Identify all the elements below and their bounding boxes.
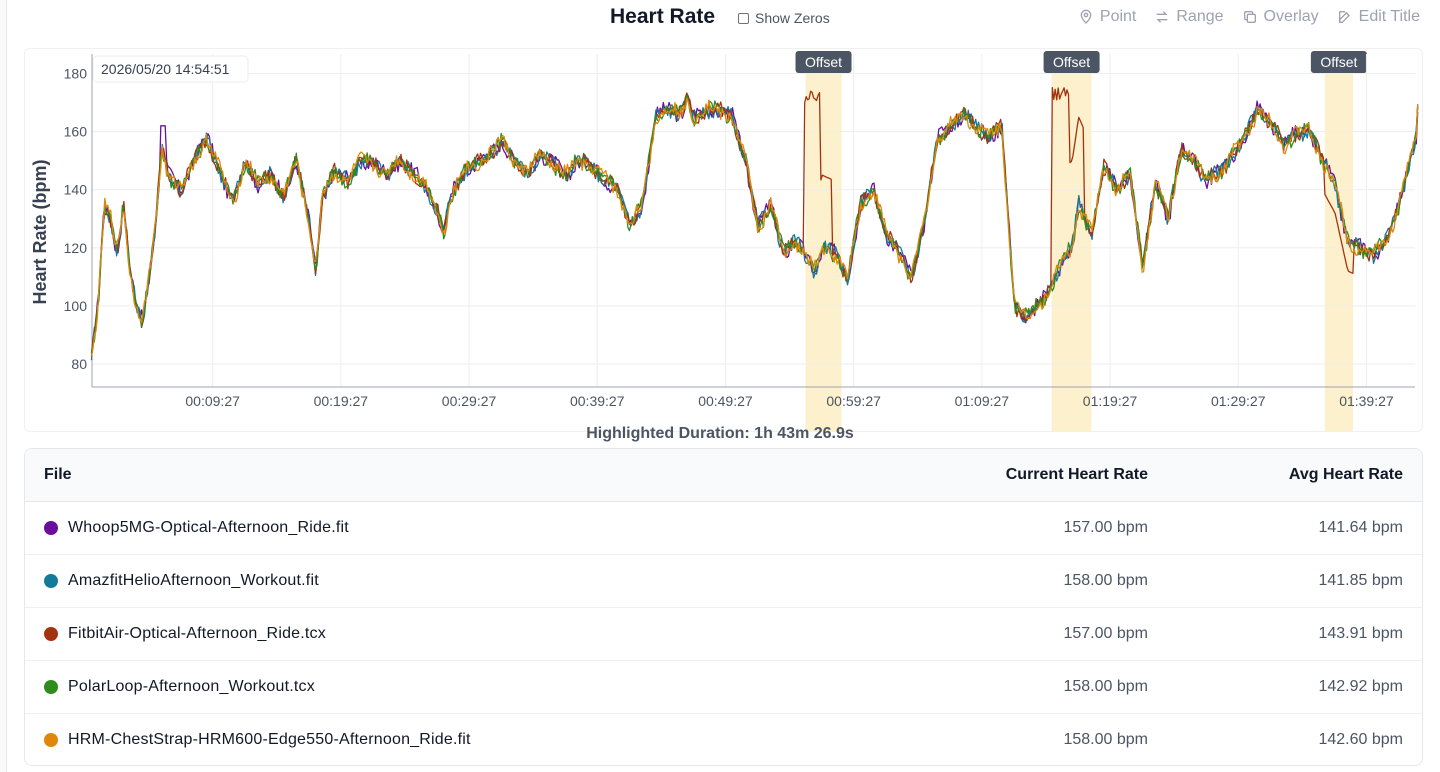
series-line — [90, 96, 1419, 354]
chart-toolbar: Point Range Overlay Edit Title — [1078, 8, 1420, 26]
avg-heart-rate: 141.85 bpm — [1318, 572, 1403, 589]
table-row[interactable]: HRM-ChestStrap-HRM600-Edge550-Afternoon_… — [25, 714, 1422, 765]
heart-rate-table: File Current Heart Rate Avg Heart Rate W… — [24, 448, 1423, 766]
arrows-exchange-icon — [1156, 11, 1168, 23]
y-tick-label: 80 — [71, 356, 87, 372]
table-header: File Current Heart Rate Avg Heart Rate — [25, 449, 1422, 502]
y-tick-label: 160 — [64, 124, 88, 140]
x-tick-label: 00:09:27 — [185, 393, 240, 409]
point-tool-button[interactable]: Point — [1078, 8, 1136, 26]
file-name: PolarLoop-Afternoon_Workout.tcx — [68, 678, 315, 695]
x-tick-label: 01:09:27 — [955, 393, 1010, 409]
table-row[interactable]: Whoop5MG-Optical-Afternoon_Ride.fit 157.… — [25, 502, 1422, 555]
series-color-dot — [44, 521, 58, 535]
x-tick-label: 00:49:27 — [698, 393, 753, 409]
table-row[interactable]: PolarLoop-Afternoon_Workout.tcx 158.00 b… — [25, 661, 1422, 714]
chart-title: Heart Rate — [610, 5, 716, 28]
avg-heart-rate: 143.91 bpm — [1318, 625, 1403, 642]
offset-badge-bg — [1043, 51, 1100, 73]
avg-heart-rate: 142.60 bpm — [1318, 731, 1403, 748]
x-tick-label: 01:29:27 — [1211, 393, 1266, 409]
file-name: FitbitAir-Optical-Afternoon_Ride.tcx — [68, 625, 326, 642]
series-line — [90, 86, 1419, 357]
series-line — [90, 92, 1419, 361]
offset-badge[interactable]: Offset — [1043, 51, 1100, 73]
x-tick-label: 00:39:27 — [570, 393, 625, 409]
offset-badge[interactable]: Offset — [1310, 51, 1367, 73]
file-name: AmazfitHelioAfternoon_Workout.fit — [68, 572, 319, 589]
avg-heart-rate: 142.92 bpm — [1318, 678, 1403, 695]
series-line — [90, 94, 1419, 357]
table-row[interactable]: FitbitAir-Optical-Afternoon_Ride.tcx 157… — [25, 608, 1422, 661]
point-tool-label: Point — [1099, 8, 1137, 25]
current-heart-rate: 158.00 bpm — [1063, 572, 1148, 589]
x-tick-label: 00:29:27 — [442, 393, 497, 409]
x-tick-label: 01:39:27 — [1339, 393, 1394, 409]
x-tick-label: 00:59:27 — [826, 393, 881, 409]
edit-title-button[interactable]: Edit Title — [1337, 8, 1420, 26]
heart-rate-chart[interactable]: Offset Offset Offset 80 100 120 140 160 180 00:09… — [0, 0, 1440, 440]
edit-icon — [1338, 11, 1350, 23]
avg-heart-rate: 141.64 bpm — [1318, 519, 1403, 536]
series-color-dot — [44, 680, 58, 694]
offset-badge-label: Offset — [1053, 54, 1090, 70]
timestamp-bg — [92, 55, 249, 83]
file-name: Whoop5MG-Optical-Afternoon_Ride.fit — [68, 519, 349, 536]
map-pin-icon — [1080, 9, 1092, 24]
offset-badge-bg — [1310, 51, 1367, 73]
range-tool-button[interactable]: Range — [1154, 8, 1224, 26]
overlay-tool-button[interactable]: Overlay — [1242, 8, 1319, 26]
current-heart-rate: 158.00 bpm — [1063, 678, 1148, 695]
x-tick-label: 01:19:27 — [1083, 393, 1138, 409]
window-left-edge — [0, 0, 7, 772]
show-zeros-checkbox[interactable] — [738, 12, 749, 24]
y-axis-title: Heart Rate (bpm) — [30, 159, 50, 304]
series-color-dot — [44, 574, 58, 588]
timestamp-box: 2026/05/20 14:54:51 — [92, 55, 249, 83]
show-zeros-label: Show Zeros — [755, 10, 830, 26]
y-tick-label: 120 — [64, 240, 88, 256]
x-tick-label: 00:19:27 — [314, 393, 369, 409]
timestamp-label: 2026/05/20 14:54:51 — [101, 61, 230, 77]
overlay-tool-label: Overlay — [1263, 8, 1319, 25]
offset-badge-label: Offset — [1320, 54, 1357, 70]
show-zeros-toggle[interactable]: Show Zeros — [738, 10, 830, 26]
chart-header: Heart Rate Show Zeros Point Range Overla… — [0, 0, 1440, 40]
file-name: HRM-ChestStrap-HRM600-Edge550-Afternoon_… — [68, 731, 471, 748]
series-line — [90, 97, 1419, 357]
offset-badge[interactable]: Offset — [795, 51, 852, 73]
y-tick-label: 180 — [64, 66, 88, 82]
chart-card — [24, 48, 1423, 432]
column-header-current: Current Heart Rate — [1005, 466, 1148, 483]
offset-badge-bg — [795, 51, 852, 73]
copy-icon — [1243, 11, 1256, 23]
edit-title-label: Edit Title — [1358, 8, 1420, 25]
y-tick-label: 140 — [64, 182, 88, 198]
column-header-file: File — [44, 466, 72, 483]
table-row[interactable]: AmazfitHelioAfternoon_Workout.fit 158.00… — [25, 555, 1422, 608]
column-header-avg: Avg Heart Rate — [1288, 466, 1403, 483]
highlighted-duration: Highlighted Duration: 1h 43m 26.9s — [586, 425, 854, 442]
current-heart-rate: 157.00 bpm — [1063, 625, 1148, 642]
series-color-dot — [44, 627, 58, 641]
current-heart-rate: 158.00 bpm — [1063, 731, 1148, 748]
range-tool-label: Range — [1176, 8, 1224, 25]
current-heart-rate: 157.00 bpm — [1063, 519, 1148, 536]
offset-badge-label: Offset — [805, 54, 842, 70]
series-color-dot — [44, 733, 58, 747]
y-tick-label: 100 — [64, 298, 88, 314]
